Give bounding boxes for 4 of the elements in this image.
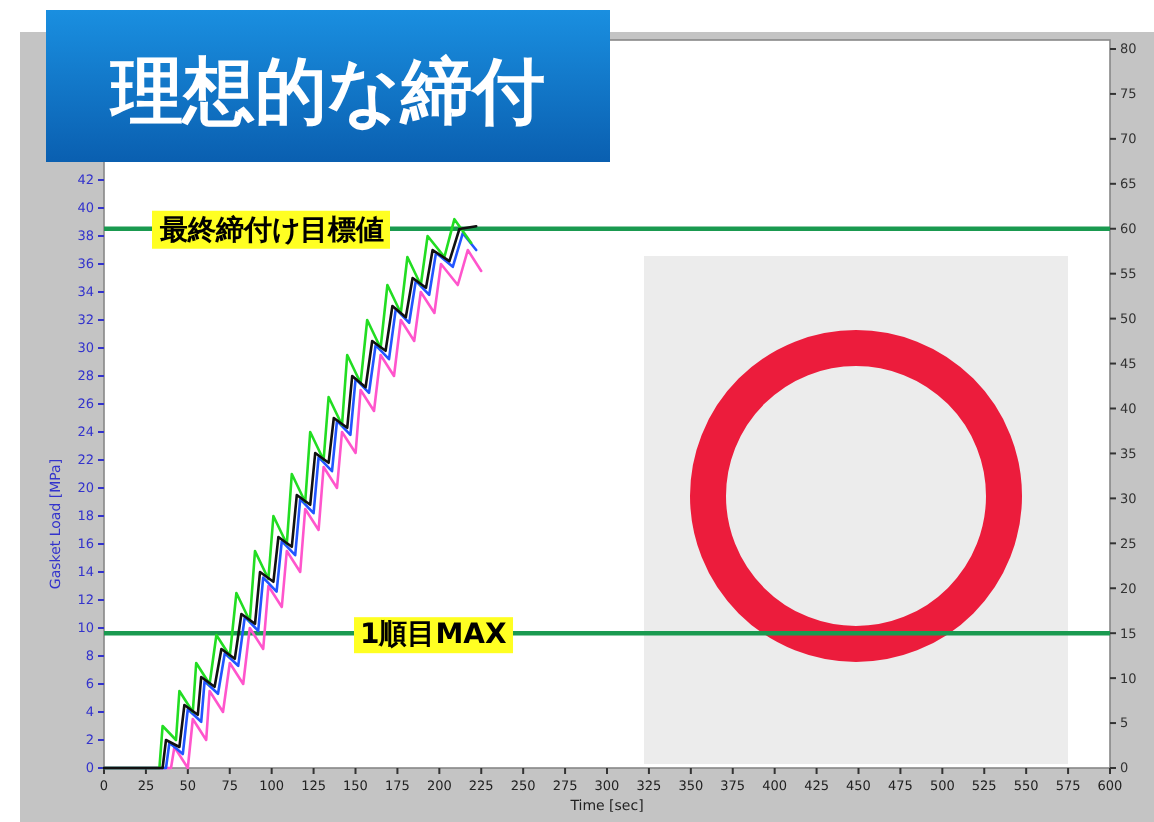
ref-line-label: 最終締付け目標値 xyxy=(158,212,384,247)
chart-title: 理想的な締付 xyxy=(109,52,545,134)
title: 理想的な締付 xyxy=(46,10,610,162)
ref-line-label: 1順目MAX xyxy=(360,619,508,652)
